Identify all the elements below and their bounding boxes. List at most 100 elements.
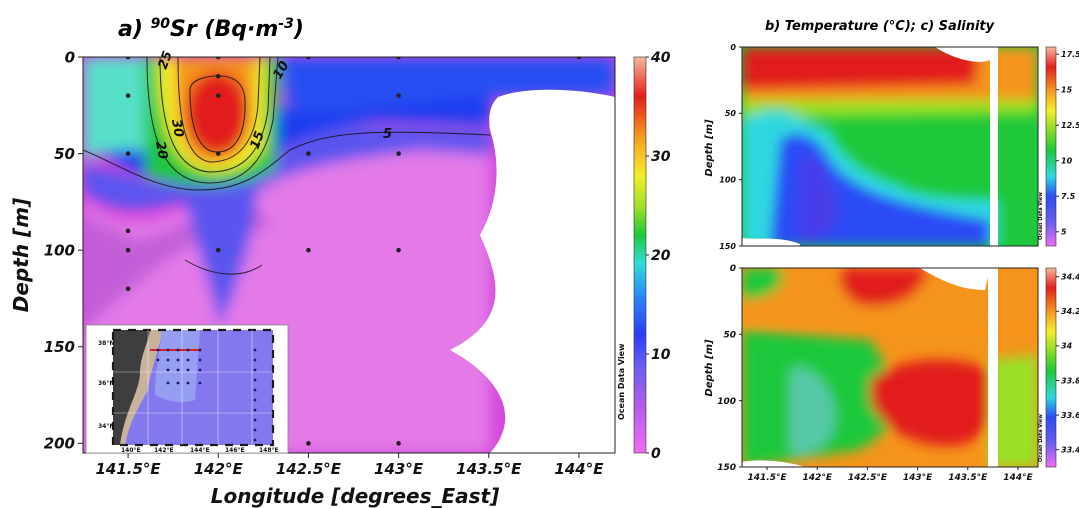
inset-station-dot (166, 348, 170, 352)
station-dot (125, 286, 131, 292)
y-tick-label: 200 (44, 435, 75, 453)
panel-a-frame (82, 56, 616, 454)
panel-b-colorbar-ticks: 5 7.5 10 12.5 15 17.5 (1056, 50, 1079, 237)
station-dot (215, 57, 221, 60)
panel-b-colorbar (1045, 46, 1057, 247)
inset-station-dot (198, 368, 202, 372)
station-dot (125, 247, 131, 253)
station-dot (215, 74, 221, 79)
colorbar-tick-label: 33.4 (1061, 445, 1079, 454)
x-tick-label: 143°E (903, 473, 933, 483)
station-dot (306, 151, 311, 156)
inset-station-dot (253, 368, 257, 372)
panel-c-colorbar-ticks: 33.4 33.6 33.8 34 34.2 34.4 (1056, 272, 1079, 454)
odv-watermark: Ocean Data View (1038, 192, 1044, 240)
colorbar-tick-label: 34.4 (1061, 272, 1079, 281)
colorbar-tick-label: 10 (1061, 157, 1073, 166)
y-tick-label: 0 (730, 264, 736, 274)
panel-c: 141.5°E 142°E 142.5°E 143°E 143.5°E 144°E 0 50 1… (704, 264, 1079, 483)
inset-station-dot (156, 348, 160, 352)
station-dot (396, 247, 401, 253)
x-tick-label: 141.5°E (95, 460, 161, 478)
panel-a-ylabel: Depth [m] (9, 198, 33, 312)
inset-station-dot (186, 381, 190, 385)
panel-bc-title: b) Temperature (°C); c) Salinity (765, 19, 995, 34)
inset-station-dot (198, 381, 202, 385)
inset-station-dot (253, 348, 257, 352)
y-tick-label: 150 (44, 338, 75, 356)
x-tick-label: 142°E (194, 460, 244, 478)
inset-station-dot (176, 358, 180, 362)
colorbar-tick-label: 7.5 (1061, 192, 1076, 201)
inset-station-dot (253, 408, 257, 412)
x-tick-label: 143.5°E (948, 473, 988, 483)
inset-station-dot (198, 358, 202, 362)
y-tick-label: 100 (717, 397, 736, 407)
inset-station-dot (186, 368, 190, 372)
y-tick-label: 100 (44, 241, 75, 259)
inset-lon-label: 142°E (154, 447, 174, 454)
inset-lat-label: 38°N (98, 340, 114, 347)
colorbar-tick-label: 12.5 (1061, 121, 1079, 130)
panel-a-colorbar-ticks: 0 10 20 30 40 (646, 50, 671, 462)
contour-label: 25 (156, 49, 176, 71)
x-tick-label: 142.5°E (276, 460, 342, 478)
inset-station-dot (176, 381, 180, 385)
station-dot (125, 57, 131, 60)
panel-a-axes: 141.5°E 142°E 142.5°E 143°E 143.5°E 144°E 0 50 1… (44, 48, 605, 478)
panel-b-frame (741, 46, 1039, 247)
panel-a-colorbar (633, 56, 647, 454)
inset-station-dot (176, 348, 180, 352)
y-tick-label: 50 (723, 330, 736, 340)
inset-station-dot (253, 428, 257, 432)
inset-lon-label: 144°E (190, 447, 210, 454)
station-markers (125, 57, 582, 446)
colorbar-tick-label: 5 (1061, 228, 1067, 237)
panel-b-field (742, 47, 1038, 246)
y-tick-label: 0 (65, 48, 75, 66)
station-dot (125, 151, 131, 156)
inset-station-dot (253, 418, 257, 422)
panel-b-ylabel: Depth [m] (704, 119, 715, 177)
panel-a-field (83, 57, 615, 453)
colorbar-tick-label: 17.5 (1061, 50, 1079, 59)
x-tick-label: 144°E (1003, 473, 1033, 483)
y-tick-label: 50 (725, 109, 737, 118)
y-tick-label: 150 (719, 242, 736, 251)
station-dot (306, 57, 311, 60)
contour-label: 30 (168, 118, 186, 138)
y-tick-label: 100 (719, 175, 736, 184)
panel-a-title: a) 90Sr (Bq·m-3) (118, 16, 304, 42)
station-dot (396, 441, 401, 446)
inset-station-dot (198, 348, 202, 352)
odv-watermark: Ocean Data View (617, 343, 626, 420)
panel-c-frame (741, 267, 1039, 468)
panel-a: a) 90Sr (Bq·m-3) (9, 16, 671, 508)
station-dot (125, 228, 131, 234)
inset-station-dot (186, 358, 190, 362)
panel-c-colorbar (1045, 267, 1057, 468)
odv-watermark: Ocean Data View (1038, 414, 1044, 462)
inset-lon-label: 140°E (121, 447, 141, 454)
inset-station-dot (253, 358, 257, 362)
inset-station-dot (186, 348, 190, 352)
panel-c-ylabel: Depth [m] (704, 339, 715, 397)
colorbar-tick-label: 33.8 (1061, 376, 1079, 385)
y-tick-label: 0 (730, 43, 736, 52)
inset-station-dot (253, 438, 257, 442)
colorbar-tick-label: 30 (651, 149, 671, 165)
colorbar-tick-label: 34.2 (1061, 307, 1079, 316)
inset-lon-label: 146°E (225, 447, 245, 454)
panel-a-xlabel: Longitude [degrees_East] (211, 484, 500, 508)
inset-station-dot (253, 398, 257, 402)
station-dot (396, 57, 401, 60)
x-tick-label: 142°E (803, 473, 833, 483)
inset-map: 38°N 36°N 34°N 140°E 142°E 144°E 146°E 1… (85, 324, 289, 454)
x-tick-label: 144°E (554, 460, 604, 478)
inset-station-dot (253, 388, 257, 392)
colorbar-tick-label: 10 (651, 347, 671, 363)
colorbar-tick-label: 0 (651, 446, 661, 462)
station-dot (215, 93, 221, 98)
inset-station-dot (166, 358, 170, 362)
